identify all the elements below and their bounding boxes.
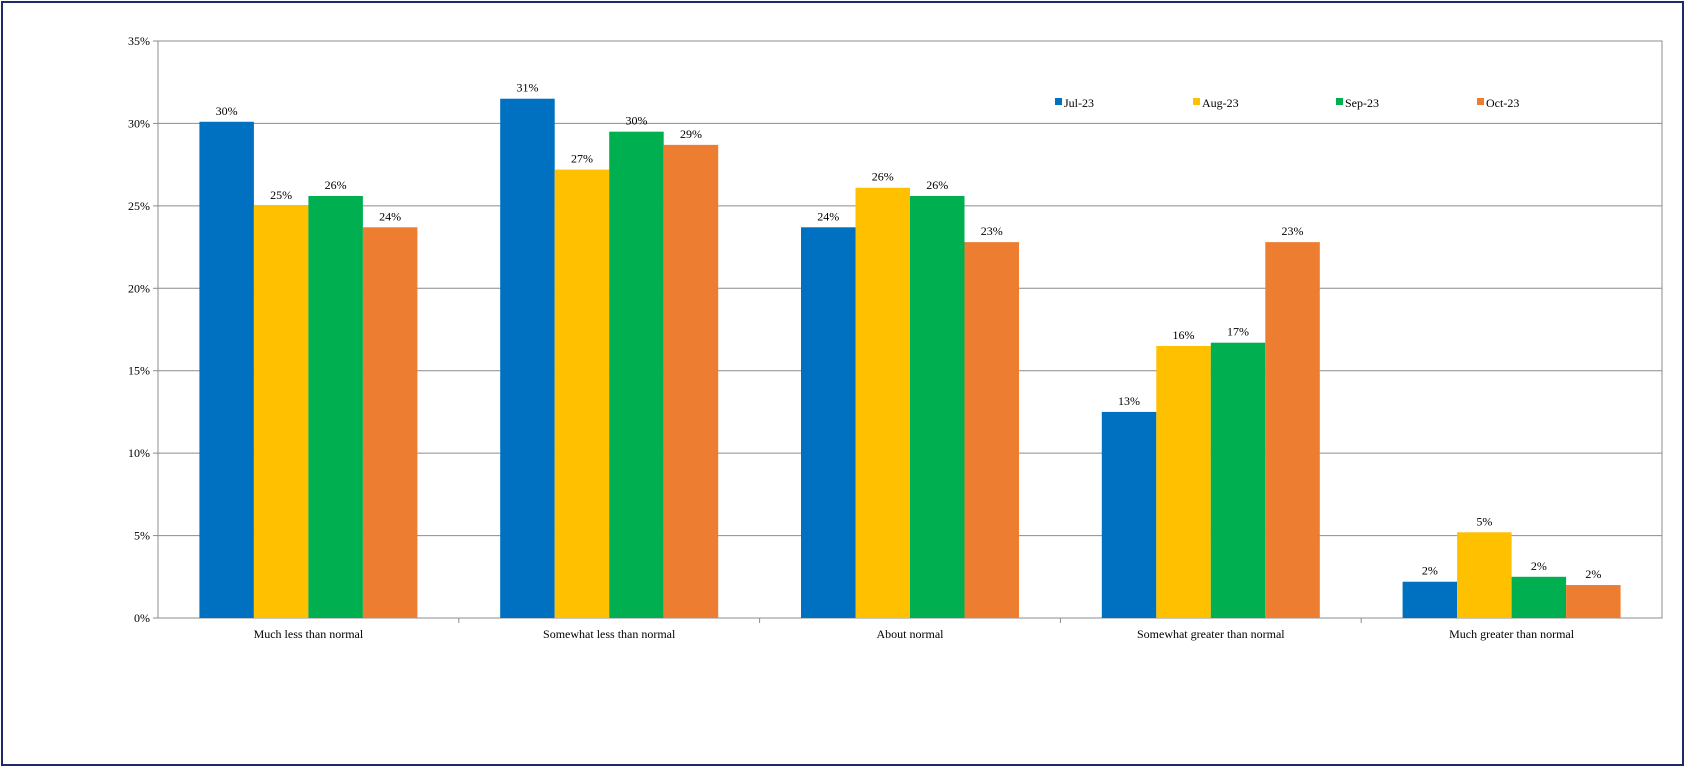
bar (801, 227, 856, 618)
data-label: 26% (872, 170, 894, 184)
data-label: 23% (981, 224, 1003, 238)
legend-label: Oct-23 (1486, 96, 1519, 110)
data-label: 2% (1531, 559, 1547, 573)
data-label: 17% (1227, 325, 1249, 339)
bar (1402, 581, 1458, 618)
x-category-label: Somewhat less than normal (543, 627, 676, 641)
x-category-label: About normal (877, 627, 945, 641)
bar (910, 195, 965, 619)
bar (1101, 411, 1157, 618)
bar (964, 242, 1019, 618)
data-label: 25% (270, 188, 292, 202)
data-label: 30% (216, 104, 238, 118)
legend-label: Aug-23 (1202, 96, 1239, 110)
y-tick-label: 25% (128, 199, 150, 213)
data-label: 26% (325, 178, 347, 192)
bar (554, 169, 610, 619)
data-label: 13% (1118, 394, 1140, 408)
legend-label: Sep-23 (1345, 96, 1379, 110)
bar (609, 131, 664, 618)
data-label: 5% (1476, 514, 1492, 528)
y-tick-label: 35% (128, 34, 150, 48)
y-tick-label: 20% (128, 281, 150, 295)
bar (362, 227, 418, 618)
bar-chart: 0% 5% 10% 15% 20% 25% 30% 35% Much less than nor… (128, 34, 1663, 641)
bar (1265, 242, 1320, 618)
legend-swatch (1477, 98, 1484, 105)
y-tick-label: 30% (128, 116, 150, 130)
bar (1156, 345, 1211, 618)
legend-swatch (1193, 98, 1200, 105)
data-label: 24% (379, 209, 401, 223)
data-label: 2% (1585, 567, 1601, 581)
data-label: 24% (817, 209, 839, 223)
bar (663, 144, 719, 619)
data-label: 29% (680, 127, 702, 141)
data-label: 16% (1173, 328, 1195, 342)
bar (308, 195, 363, 619)
bar (199, 121, 254, 618)
bar (855, 187, 910, 619)
y-tick-label: 10% (128, 446, 150, 460)
x-category-label: Much greater than normal (1449, 627, 1575, 641)
y-tick-label: 5% (134, 529, 150, 543)
data-label: 31% (516, 81, 538, 95)
y-tick-label: 15% (128, 364, 150, 378)
bar (1210, 342, 1266, 618)
legend-swatch (1055, 98, 1062, 105)
x-category-label: Much less than normal (254, 627, 364, 641)
legend-label: Jul-23 (1064, 96, 1094, 110)
data-label: 30% (625, 114, 647, 128)
data-label: 26% (926, 178, 948, 192)
data-label: 27% (571, 152, 593, 166)
legend-swatch (1336, 98, 1343, 105)
bar (1566, 585, 1621, 618)
bar (1457, 532, 1512, 618)
bar (1511, 576, 1567, 618)
bar (500, 98, 555, 618)
data-label: 23% (1282, 224, 1304, 238)
bar (253, 205, 309, 618)
data-label: 2% (1422, 564, 1438, 578)
x-category-label: Somewhat greater than normal (1137, 627, 1285, 641)
y-tick-label: 0% (134, 611, 150, 625)
